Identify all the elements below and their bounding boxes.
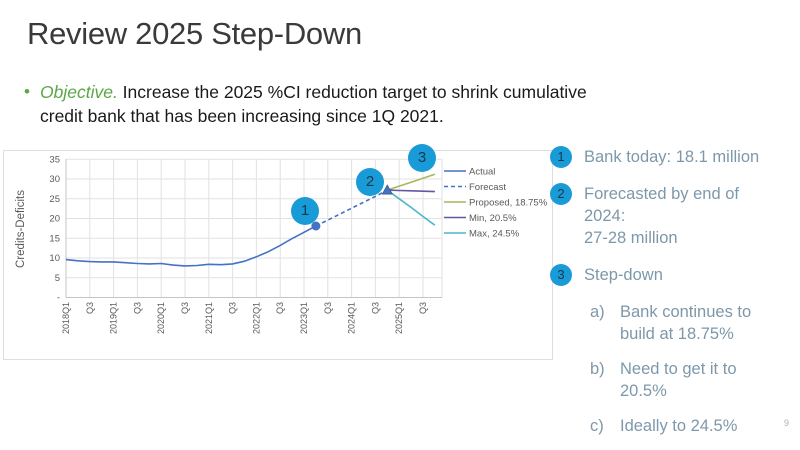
x-tick-label: Q3 [85,302,95,314]
marker-triangle [381,184,393,195]
y-tick-label: 5 [55,273,60,284]
legend-label: Proposed, 18.75% [469,198,548,209]
chart-object[interactable]: 35 30 25 20 15 10 5 -2018Q1 Q3 2019Q1 Q3 2020Q1 Q3 20… [3,150,553,360]
panel-item-text: Step-down [584,266,663,284]
panel-item-1: 1 Bank today: 18.1 million [550,146,796,168]
legend-label: Min, 20.5% [469,213,517,224]
panel-number-badge: 3 [550,264,572,286]
x-tick-label: 2019Q1 [109,302,119,334]
y-tick-label: 15 [49,233,60,244]
series-proposed [387,173,436,191]
notes-panel[interactable]: 1 Bank today: 18.1 million 2 Forecasted by … [550,146,796,450]
y-axis-title: Credits-Deficits [15,190,27,268]
subitem-text: Ideally to 24.5% [620,417,738,435]
y-tick-label: 30 [49,174,60,185]
panel-item-3: 3 Step-down [550,264,796,286]
x-tick-label: Q3 [370,302,380,314]
x-tick-label: 2018Q1 [61,302,71,334]
panel-number-badge: 1 [550,146,572,168]
x-tick-label: 2024Q1 [347,302,357,334]
series-actual [65,225,317,267]
chart-callout-1[interactable]: 1 [291,197,319,225]
x-tick-label: 2020Q1 [156,302,166,334]
panel-item-text: Bank today: 18.1 million [584,148,760,166]
subitem-text: Need to get it to 20.5% [620,360,737,400]
subitem-letter: c) [590,417,604,435]
objective-textbox[interactable]: • Objective. Increase the 2025 %CI reduct… [24,80,596,128]
page-number: 9 [784,418,790,428]
x-tick-label: 2021Q1 [204,302,214,334]
panel-subitem-b: b) Need to get it to 20.5% [590,358,796,402]
x-tick-label: Q3 [180,302,190,314]
y-zero-tick-label: - [57,293,60,304]
panel-item-2: 2 Forecasted by end of 2024: 27-28 million [550,183,796,249]
panel-number-badge: 2 [550,183,572,205]
legend-label: Max, 24.5% [469,229,520,240]
subitem-letter: b) [590,360,605,378]
y-tick-label: 35 [49,154,60,165]
marker-circle [311,221,321,231]
x-tick-label: 2023Q1 [299,302,309,334]
chart-svg: 35 30 25 20 15 10 5 -2018Q1 Q3 2019Q1 Q3 2020Q1 Q3 20… [15,154,548,334]
x-tick-label: Q3 [228,302,238,314]
x-tick-label: Q3 [418,302,428,314]
y-tick-label: 10 [49,253,60,264]
legend-label: Forecast [469,182,506,193]
series-max [386,189,436,226]
y-tick-label: 20 [49,214,60,225]
panel-subitem-a: a) Bank continues to build at 18.75% [590,301,796,345]
series-forecast [315,189,388,227]
panel-subitem-c: c) Ideally to 24.5% [590,415,796,437]
objective-text: Increase the 2025 %CI reduction target t… [40,82,587,126]
chart-callout-2[interactable]: 2 [356,168,384,196]
legend-label: Actual [469,167,495,178]
y-tick-label: 25 [49,194,60,205]
chart-callout-3[interactable]: 3 [408,144,436,172]
panel-sublist: a) Bank continues to build at 18.75% b) Nee… [590,301,796,437]
subitem-letter: a) [590,303,605,321]
x-tick-label: 2025Q1 [394,302,404,334]
bullet-icon: • [24,82,30,101]
series-min [387,189,435,193]
x-tick-label: Q3 [323,302,333,314]
objective-label: Objective. [40,82,118,102]
x-tick-label: Q3 [132,302,142,314]
x-tick-label: 2022Q1 [251,302,261,334]
x-tick-label: Q3 [275,302,285,314]
slide-title[interactable]: Review 2025 Step-Down [27,16,362,51]
subitem-text: Bank continues to build at 18.75% [620,303,752,343]
panel-item-text: Forecasted by end of 2024: 27-28 million [584,185,740,247]
